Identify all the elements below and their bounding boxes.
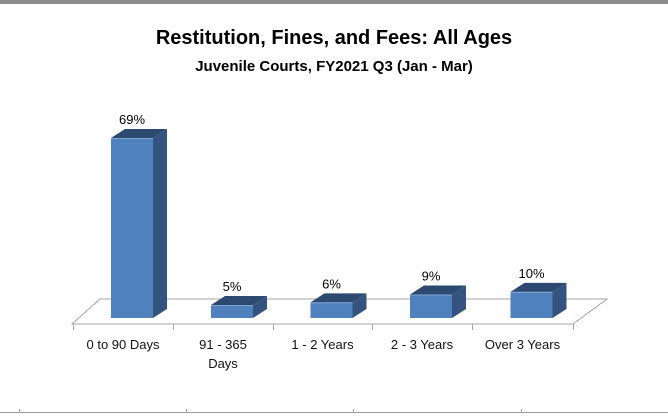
category-label: 2 - 3 Years: [390, 337, 454, 352]
bar-3: [410, 285, 466, 318]
bar-front-face: [510, 291, 553, 318]
data-label: 69%: [119, 112, 145, 127]
category-label: 91 - 365 Days: [199, 337, 247, 371]
bar-side-face: [452, 285, 466, 318]
bar-side-face: [253, 295, 267, 318]
category-label: Over 3 Years: [484, 337, 561, 352]
bar-front-face: [410, 294, 452, 318]
bar-top-face: [410, 285, 466, 295]
bar-4: [510, 282, 567, 318]
bar-side-face: [153, 129, 167, 318]
bar-top-face: [310, 293, 367, 303]
chart-subtitle: Juvenile Courts, FY2021 Q3 (Jan - Mar): [195, 58, 473, 75]
data-label: 10%: [518, 266, 544, 281]
data-label: 6%: [322, 276, 341, 291]
window-top-border: [0, 0, 668, 4]
bar-front-face: [310, 302, 353, 318]
gridline-tick: [353, 409, 354, 413]
bar-top-face: [510, 282, 567, 292]
bar-side-face: [552, 282, 567, 318]
category-label: 0 to 90 Days: [86, 337, 160, 352]
bar-0: [111, 129, 167, 318]
data-label: 5%: [223, 279, 242, 294]
gridline-tick: [19, 409, 20, 413]
bar-top-face: [211, 295, 267, 305]
bar-front-face: [211, 304, 253, 318]
data-label: 9%: [422, 269, 441, 284]
category-label: 1 - 2 Years: [291, 337, 354, 352]
gridline-tick: [521, 409, 522, 413]
bar-1: [211, 295, 267, 318]
chart-floor: [70, 298, 609, 325]
spreadsheet-gridline: [0, 412, 668, 413]
gridline-tick: [186, 409, 187, 413]
chart-title: Restitution, Fines, and Fees: All Ages: [155, 27, 513, 49]
bar-side-face: [352, 293, 367, 318]
bar-2: [310, 293, 367, 318]
bar-front-face: [111, 138, 153, 318]
bar-top-face: [111, 129, 167, 138]
